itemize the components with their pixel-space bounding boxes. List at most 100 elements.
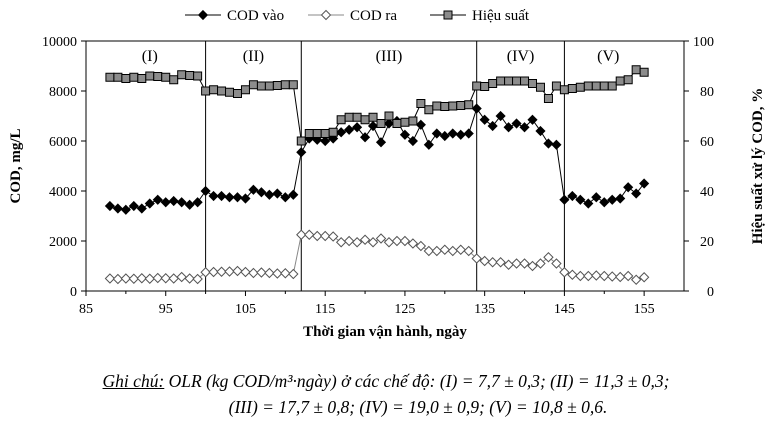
phase-label: (I): [142, 48, 158, 65]
y-axis-right-title: Hiệu suất xử lý COD, %: [750, 88, 766, 245]
data-point: [463, 245, 474, 257]
data-point: [575, 194, 586, 205]
data-point: [551, 81, 561, 91]
data-point: [631, 65, 641, 75]
data-point: [639, 67, 649, 77]
data-point: [495, 257, 506, 268]
data-point: [328, 127, 338, 137]
data-point: [638, 272, 650, 283]
data-point: [201, 86, 211, 96]
data-point: [209, 85, 219, 95]
data-point: [121, 74, 131, 83]
phase-label: (III): [376, 48, 403, 65]
data-point: [272, 268, 283, 279]
data-point: [423, 139, 434, 150]
data-point: [399, 129, 410, 140]
data-point: [200, 185, 211, 197]
data-point: [344, 124, 355, 135]
data-point: [631, 188, 642, 199]
data-point: [615, 271, 626, 283]
data-point: [432, 101, 442, 111]
data-point: [248, 80, 258, 90]
data-point: [177, 70, 187, 80]
data-point: [407, 238, 419, 249]
data-point: [591, 192, 602, 203]
data-point: [240, 266, 251, 278]
data-point: [543, 94, 553, 103]
data-point: [312, 230, 323, 242]
data-point: [622, 270, 634, 282]
y-right-tick-label: 20: [700, 235, 714, 250]
data-point: [399, 235, 411, 247]
caption-text-1: OLR (kg COD/m³·ngày) ở các chế độ: (I) =…: [164, 371, 670, 391]
data-point: [256, 187, 267, 198]
data-point: [591, 81, 601, 91]
data-point: [551, 139, 562, 150]
data-point: [193, 71, 203, 81]
data-point: [391, 235, 403, 247]
data-point: [575, 270, 586, 282]
data-point: [440, 102, 450, 111]
data-point: [304, 229, 315, 240]
data-point: [471, 253, 482, 264]
data-point: [504, 76, 514, 86]
data-point: [639, 178, 650, 189]
phase-label: (II): [243, 48, 264, 65]
data-point: [296, 229, 307, 240]
data-point: [443, 10, 453, 20]
data-point: [416, 99, 426, 108]
data-point: [288, 189, 299, 200]
data-point: [519, 122, 530, 133]
data-point: [320, 135, 331, 147]
data-point: [543, 252, 554, 263]
data-point: [527, 260, 538, 272]
data-point: [519, 258, 530, 269]
data-point: [272, 81, 282, 90]
data-point: [535, 125, 546, 137]
data-point: [615, 76, 625, 86]
data-point: [312, 129, 322, 138]
legend-label: COD ra: [350, 8, 397, 24]
y-left-tick-label: 10000: [42, 35, 77, 50]
data-point: [431, 128, 442, 139]
data-point: [488, 79, 498, 88]
data-point: [208, 190, 219, 202]
data-point: [599, 81, 609, 91]
y-axis-right: 0 20 40 60 80 100: [684, 35, 714, 300]
data-point: [105, 72, 115, 82]
data-point: [448, 101, 458, 111]
data-point: [535, 258, 546, 269]
data-point: [256, 81, 266, 91]
phase-label: (V): [597, 48, 619, 65]
data-point: [376, 119, 386, 128]
data-point: [335, 237, 347, 248]
legend-item: COD ra: [308, 8, 397, 24]
y-right-tick-label: 0: [707, 285, 714, 300]
data-point: [104, 200, 115, 212]
y-left-tick-label: 0: [70, 285, 77, 300]
data-point: [630, 274, 642, 285]
data-point: [184, 199, 195, 210]
data-point: [415, 240, 427, 252]
y-axis-left-title: COD, mg/L: [8, 129, 24, 204]
y-right-tick-label: 100: [693, 35, 714, 50]
data-point: [503, 259, 514, 270]
data-point: [192, 197, 203, 208]
data-point: [479, 114, 490, 125]
data-point: [583, 81, 593, 91]
data-point: [224, 266, 235, 277]
data-point: [472, 81, 482, 91]
data-point: [136, 203, 147, 214]
data-point: [407, 135, 418, 147]
data-point: [455, 244, 466, 255]
data-point: [424, 105, 434, 115]
data-point: [320, 129, 330, 138]
caption-line-2: (III) = 17,7 ± 0,8; (IV) = 19,0 ± 0,9; (…: [228, 397, 608, 417]
data-point: [288, 80, 298, 90]
data-point: [217, 86, 227, 96]
data-point: [352, 112, 362, 122]
data-point: [320, 9, 332, 21]
data-point: [447, 128, 458, 139]
data-point: [152, 194, 163, 205]
